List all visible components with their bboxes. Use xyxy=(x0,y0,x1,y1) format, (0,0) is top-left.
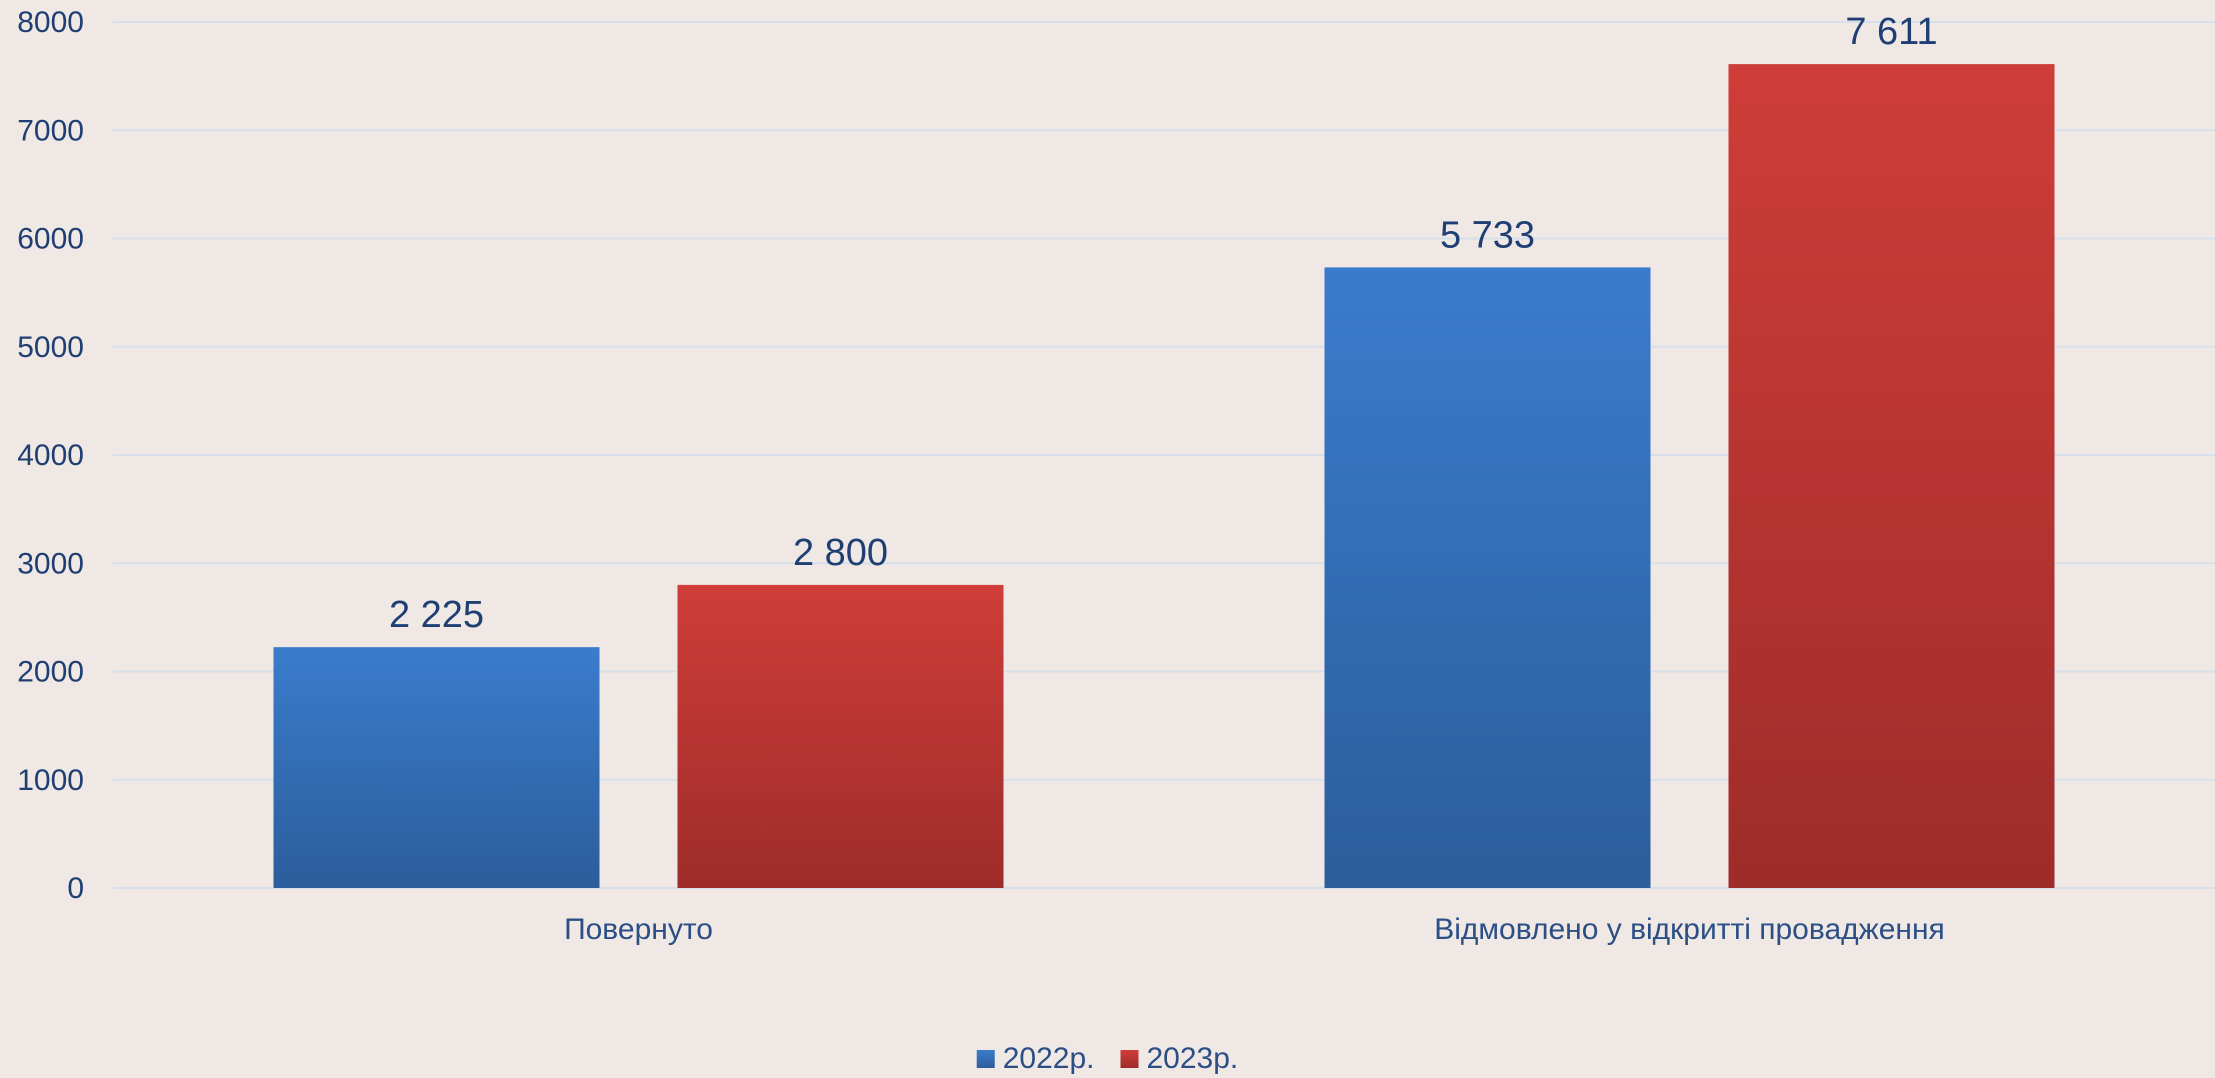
y-tick-label: 8000 xyxy=(17,6,84,39)
y-tick-label: 2000 xyxy=(17,656,84,689)
bars xyxy=(273,64,2055,889)
bar xyxy=(1728,64,2055,888)
data-label: 5 733 xyxy=(1440,214,1535,256)
legend-swatch xyxy=(1120,1050,1139,1068)
y-tick-label: 4000 xyxy=(17,439,84,472)
bar xyxy=(677,584,1004,888)
legend-label: 2022р. xyxy=(1003,1042,1095,1075)
data-label: 2 225 xyxy=(389,594,484,636)
data-labels: 2 225 2 800 5 733 7 611 xyxy=(389,11,1938,636)
data-label: 2 800 xyxy=(793,532,888,574)
y-axis: 0 1000 2000 3000 4000 5000 6000 7000 8000 xyxy=(17,6,84,905)
legend: 2022р. 2023р. xyxy=(976,1042,1239,1075)
y-tick-label: 7000 xyxy=(17,114,84,147)
legend-label: 2023р. xyxy=(1147,1042,1239,1075)
data-label: 7 611 xyxy=(1845,11,1937,53)
x-axis: Повернуто Відмовлено у відкритті провадже… xyxy=(564,913,1945,946)
y-tick-label: 0 xyxy=(67,872,84,905)
x-category-label: Повернуто xyxy=(564,913,713,946)
legend-swatch xyxy=(976,1050,995,1068)
legend-item: 2022р. xyxy=(976,1042,1095,1075)
y-tick-label: 1000 xyxy=(17,764,84,797)
legend-item: 2023р. xyxy=(1120,1042,1239,1075)
bar xyxy=(273,647,600,888)
y-tick-label: 6000 xyxy=(17,223,84,256)
y-tick-label: 3000 xyxy=(17,547,84,580)
x-category-label: Відмовлено у відкритті провадження xyxy=(1434,913,1945,946)
bar xyxy=(1324,267,1651,889)
y-tick-label: 5000 xyxy=(17,331,84,364)
